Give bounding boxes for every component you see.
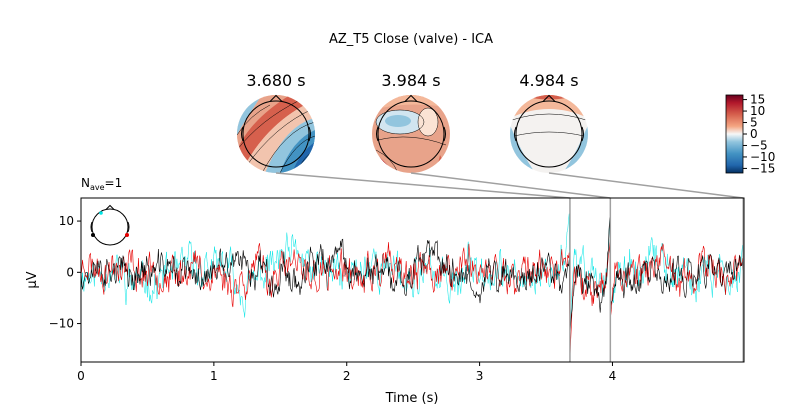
- x-tick-label: 1: [210, 369, 218, 383]
- colorbar-tick-label: −15: [750, 161, 775, 175]
- topomap-3: 4.984 s: [510, 71, 588, 173]
- sensor-red: [125, 233, 129, 237]
- topomap-guide-line: [410, 172, 611, 199]
- plot-frame: [80, 197, 745, 363]
- y-tick-label: −10: [49, 317, 74, 331]
- topomap-guide-line: [275, 172, 571, 199]
- colorbar-tick-label: −10: [750, 150, 775, 164]
- trace-black: [81, 217, 744, 334]
- y-tick-label: 0: [66, 265, 74, 279]
- colorbar-tick-label: −5: [750, 138, 768, 152]
- x-tick-label: 0: [77, 369, 85, 383]
- figure-title: AZ_T5 Close (valve) - ICA: [329, 32, 493, 47]
- topomap-3-time-label: 4.984 s: [519, 71, 578, 90]
- y-tick-label: 10: [59, 214, 74, 228]
- nave-subscript: ave: [90, 183, 105, 192]
- colorbar-tick-label: 10: [750, 104, 765, 118]
- topomap-2-time-label: 3.984 s: [381, 71, 440, 90]
- nave-label: Nave=1: [81, 176, 122, 192]
- colorbar-gradient: [725, 94, 744, 174]
- trace-red: [81, 241, 744, 360]
- trace-cyan: [81, 213, 744, 334]
- colorbar-tick-label: 15: [750, 93, 765, 107]
- colorbar-tick-label: 0: [750, 127, 758, 141]
- nave-symbol: N: [81, 176, 90, 190]
- evoked-axes: 0 1 2 3 4 10 0 −10 Time (s) µV: [25, 197, 745, 406]
- topomap-1: 3.680 s: [237, 71, 315, 173]
- sensor-black: [91, 233, 95, 237]
- x-axis-label: Time (s): [385, 391, 439, 406]
- topomap-guide-lines: [275, 172, 744, 199]
- x-tick-label: 3: [476, 369, 484, 383]
- sensor-layout-inset: [90, 204, 130, 246]
- nave-value: =1: [105, 176, 123, 190]
- y-axis-label: µV: [25, 271, 40, 288]
- topomap-guide-line: [548, 172, 744, 199]
- x-tick-label: 4: [609, 369, 617, 383]
- topomap-2: 3.984 s: [372, 71, 450, 173]
- sensor-cyan: [99, 211, 103, 215]
- x-tick-label: 2: [343, 369, 351, 383]
- topomap-1-time-label: 3.680 s: [246, 71, 305, 90]
- colorbar-tick-label: 5: [750, 116, 758, 130]
